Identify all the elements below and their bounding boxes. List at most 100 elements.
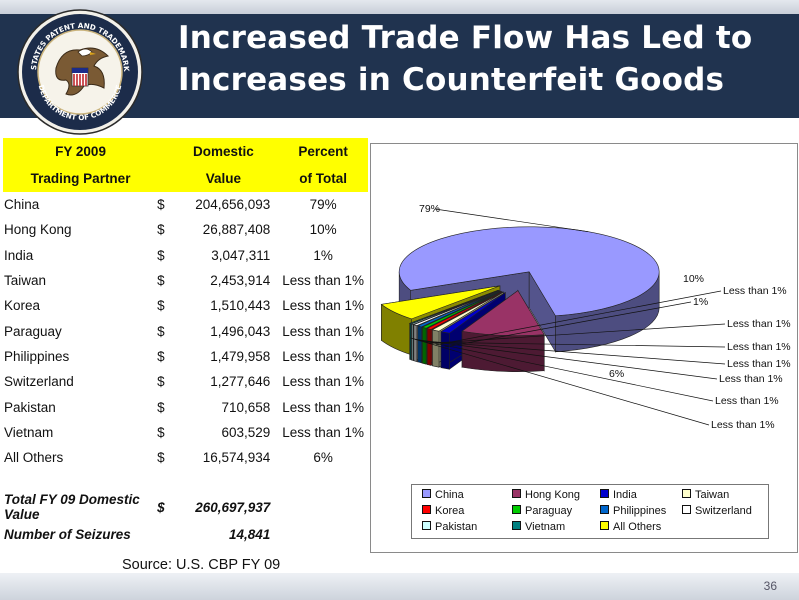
legend-item-korea: Korea	[422, 505, 464, 517]
legend-label: Paraguay	[525, 505, 573, 517]
value-cell: 1,496,043	[210, 323, 271, 339]
table-row: Vietnam $603,529 Less than 1%	[3, 420, 368, 445]
currency-cell: $	[157, 374, 165, 390]
value-cell: 16,574,934	[202, 450, 271, 466]
footer-bar	[0, 573, 799, 600]
legend-item-philippines: Philippines	[600, 505, 666, 517]
percent-cell: 1%	[313, 247, 333, 263]
table-row: Paraguay $1,496,043 Less than 1%	[3, 318, 368, 343]
slide-title-line-2: Increases in Counterfeit Goods	[178, 62, 725, 98]
table-row: Switzerland $1,277,646 Less than 1%	[3, 369, 368, 394]
seizures-value: 14,841	[229, 527, 271, 543]
slice-label-china: 79%	[419, 203, 440, 215]
value-cell: 1,510,443	[210, 298, 271, 314]
value-cell: 710,658	[221, 399, 271, 415]
uspto-seal-logo: UNITED STATES PATENT AND TRADEMARK OFFIC…	[16, 8, 143, 135]
currency-cell: $	[157, 273, 165, 289]
table-row: China $204,656,093 79%	[3, 192, 368, 217]
partner-cell: India	[4, 247, 34, 263]
partner-cell: Switzerland	[4, 374, 74, 390]
total-label: Total FY 09 Domestic Value	[4, 492, 140, 523]
value-cell: 26,887,408	[202, 222, 271, 238]
percent-cell: 79%	[309, 197, 337, 213]
percent-cell: Less than 1%	[282, 298, 365, 314]
header-trading-partner-line1: FY 2009	[3, 138, 158, 165]
currency-cell: $	[157, 222, 165, 238]
legend-swatch	[422, 489, 431, 498]
legend-swatch	[422, 521, 431, 530]
leader-line	[410, 337, 710, 426]
legend-swatch	[682, 489, 691, 498]
legend-swatch	[682, 505, 691, 514]
header-domestic-line2: Value	[176, 165, 279, 192]
slice-label-korea: Less than 1%	[727, 318, 791, 330]
leader-line	[412, 338, 714, 402]
percent-cell: 10%	[309, 222, 337, 238]
leader-line	[424, 341, 726, 348]
legend-label: India	[613, 489, 637, 501]
currency-cell: $	[157, 348, 165, 364]
table-row: Philippines $1,479,958 Less than 1%	[3, 344, 368, 369]
partner-cell: Hong Kong	[4, 222, 72, 238]
table-row: All Others $16,574,934 6%	[3, 445, 368, 470]
table-header-row-2: Trading Partner Value of Total	[3, 165, 368, 192]
value-cell: 603,529	[221, 424, 271, 440]
percent-cell: Less than 1%	[282, 424, 365, 440]
seizures-row: Number of Seizures 14,841	[3, 522, 368, 547]
value-cell: 2,453,914	[210, 273, 271, 289]
percent-cell: Less than 1%	[282, 323, 365, 339]
header-percent-line1: Percent	[278, 138, 368, 165]
top-stripe	[0, 0, 799, 14]
slice-label-vietnam: Less than 1%	[711, 419, 775, 431]
total-currency: $	[157, 499, 165, 515]
legend-item-switzerland: Switzerland	[682, 505, 752, 517]
partner-cell: Philippines	[4, 348, 70, 364]
currency-cell: $	[157, 399, 165, 415]
pie-chart-panel: 79% 10% 1% Less than 1% Less than 1% Less tha…	[370, 143, 798, 553]
leader-line	[435, 290, 722, 346]
currency-cell: $	[157, 197, 165, 213]
legend-label: China	[435, 489, 464, 501]
page-number: 36	[763, 579, 777, 593]
legend-item-vietnam: Vietnam	[512, 521, 565, 533]
legend-item-pakistan: Pakistan	[422, 521, 477, 533]
table-row: India $3,047,311 1%	[3, 243, 368, 268]
legend-item-all-others: All Others	[600, 521, 661, 533]
leader-line	[434, 208, 589, 233]
partner-cell: All Others	[4, 450, 64, 466]
legend-swatch	[600, 505, 609, 514]
legend-label: Philippines	[613, 505, 667, 517]
percent-cell: Less than 1%	[282, 273, 365, 289]
percent-cell: Less than 1%	[282, 374, 365, 390]
leader-line	[419, 340, 726, 365]
currency-cell: $	[157, 450, 165, 466]
leader-line	[429, 323, 726, 344]
trade-partner-table: FY 2009 Domestic Percent Trading Partner…	[3, 138, 368, 548]
header-domestic-line1: Domestic	[176, 138, 279, 165]
value-cell: 3,047,311	[211, 247, 271, 263]
slice-label-switzerland: Less than 1%	[719, 373, 783, 385]
legend-item-india: India	[600, 489, 637, 501]
table-row: Pakistan $710,658 Less than 1%	[3, 394, 368, 419]
currency-cell: $	[157, 247, 165, 263]
slice-label-philippines: Less than 1%	[727, 358, 791, 370]
slice-label-paraguay: Less than 1%	[727, 341, 791, 353]
percent-cell: 6%	[313, 450, 333, 466]
percent-cell: Less than 1%	[282, 399, 365, 415]
legend-swatch	[512, 505, 521, 514]
table-header-row-1: FY 2009 Domestic Percent	[3, 138, 368, 165]
pie-slice-hong-kong	[461, 289, 545, 372]
legend-item-taiwan: Taiwan	[682, 489, 729, 501]
currency-cell: $	[157, 323, 165, 339]
currency-cell: $	[157, 298, 165, 314]
table-row: Hong Kong $26,887,408 10%	[3, 217, 368, 242]
percent-cell: Less than 1%	[282, 348, 365, 364]
total-value-row: Total FY 09 Domestic Value $ 260,697,937	[3, 492, 368, 522]
partner-cell: Korea	[4, 298, 41, 314]
legend-swatch	[512, 521, 521, 530]
legend-swatch	[422, 505, 431, 514]
table-body: China $204,656,093 79% Hong Kong $26,887,408…	[3, 192, 368, 470]
partner-cell: Pakistan	[4, 399, 56, 415]
slice-label-india: 1%	[693, 296, 708, 308]
header-trading-partner-line2: Trading Partner	[3, 165, 158, 192]
